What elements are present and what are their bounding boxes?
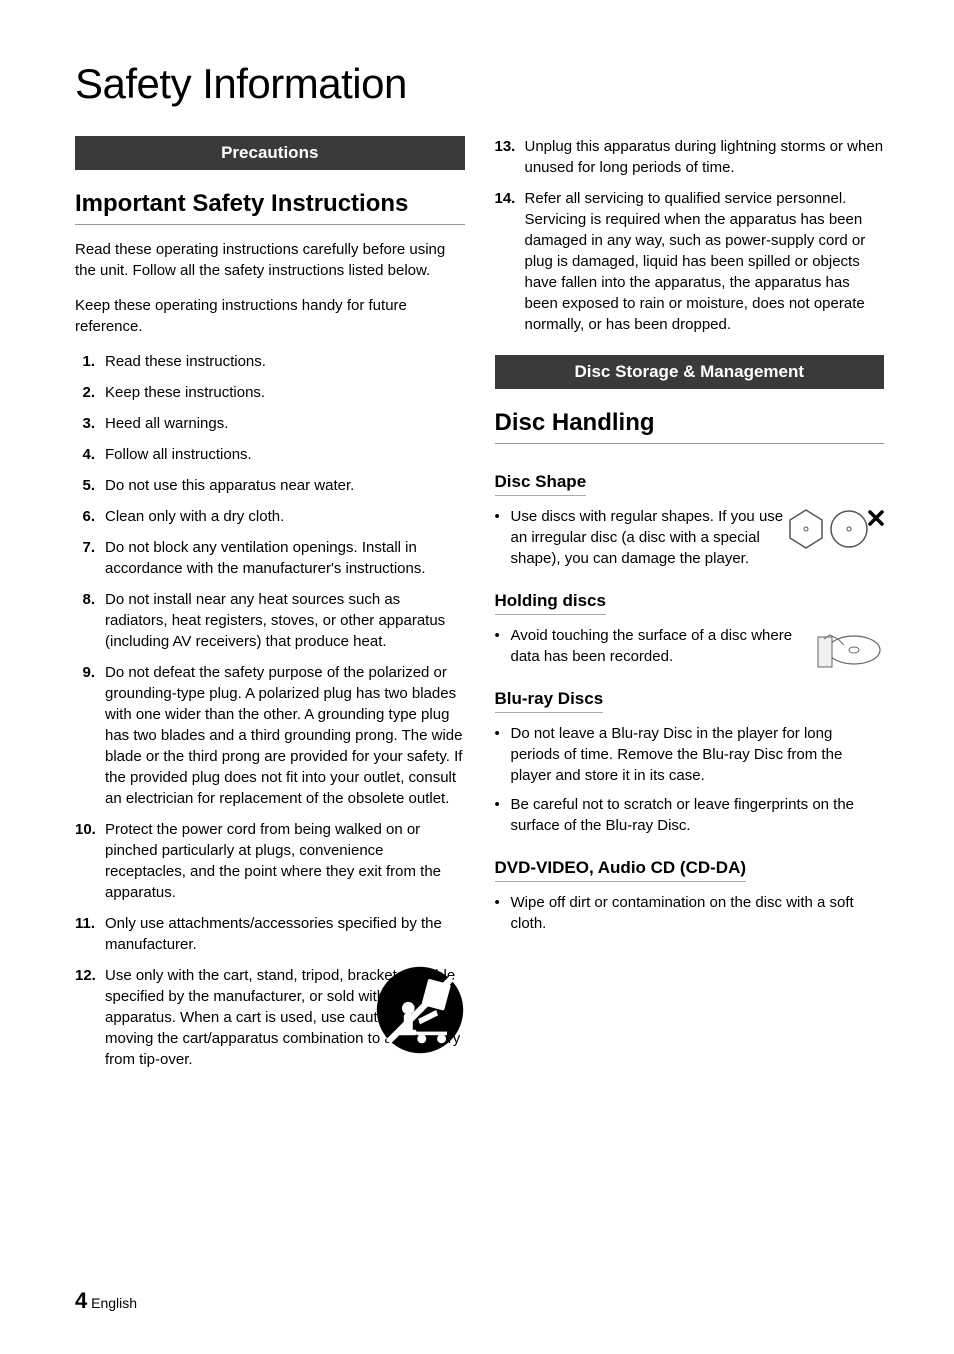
holding-discs-bullet: • Avoid touching the surface of a disc w…: [495, 625, 885, 667]
precautions-banner: Precautions: [75, 136, 465, 170]
safety-instructions-heading: Important Safety Instructions: [75, 190, 465, 225]
hand-holding-disc-icon: [814, 625, 884, 675]
intro-paragraph-1: Read these operating instructions carefu…: [75, 239, 465, 281]
page-footer: 4 English: [75, 1288, 137, 1314]
instruction-item: 4.Follow all instructions.: [75, 444, 465, 465]
instruction-item: 11.Only use attachments/accessories spec…: [75, 913, 465, 955]
instruction-item: 2.Keep these instructions.: [75, 382, 465, 403]
disc-shape-list: • Use discs with regular shapes. If you …: [495, 506, 885, 569]
instruction-item: 9.Do not defeat the safety purpose of th…: [75, 662, 465, 809]
language-label: English: [91, 1295, 137, 1311]
instruction-item: 5.Do not use this apparatus near water.: [75, 475, 465, 496]
disc-shape-subheading: Disc Shape: [495, 472, 587, 496]
intro-paragraph-2: Keep these operating instructions handy …: [75, 295, 465, 337]
holding-discs-subheading: Holding discs: [495, 591, 606, 615]
instruction-item: 6.Clean only with a dry cloth.: [75, 506, 465, 527]
disc-shapes-icon: [784, 506, 884, 550]
holding-discs-list: • Avoid touching the surface of a disc w…: [495, 625, 885, 667]
instruction-item: 10.Protect the power cord from being wal…: [75, 819, 465, 903]
bluray-bullet: •Do not leave a Blu-ray Disc in the play…: [495, 723, 885, 786]
left-column: Precautions Important Safety Instruction…: [75, 136, 465, 1080]
cart-tip-over-icon: [375, 965, 465, 1055]
instructions-list: 1.Read these instructions. 2.Keep these …: [75, 351, 465, 1070]
instruction-item: 12. Use only with the cart, stand, tripo…: [75, 965, 465, 1070]
instructions-list-continued: 13.Unplug this apparatus during lightnin…: [495, 136, 885, 335]
instruction-item: 1.Read these instructions.: [75, 351, 465, 372]
instruction-item: 14.Refer all servicing to qualified serv…: [495, 188, 885, 335]
page-number: 4: [75, 1288, 87, 1313]
disc-storage-banner: Disc Storage & Management: [495, 355, 885, 389]
instruction-item: 3.Heed all warnings.: [75, 413, 465, 434]
instruction-item: 13.Unplug this apparatus during lightnin…: [495, 136, 885, 178]
bluray-subheading: Blu-ray Discs: [495, 689, 604, 713]
right-column: 13.Unplug this apparatus during lightnin…: [495, 136, 885, 1080]
disc-handling-heading: Disc Handling: [495, 409, 885, 444]
bluray-bullet: •Be careful not to scratch or leave fing…: [495, 794, 885, 836]
dvd-subheading: DVD-VIDEO, Audio CD (CD-DA): [495, 858, 747, 882]
dvd-bullet: •Wipe off dirt or contamination on the d…: [495, 892, 885, 934]
instruction-item: 8.Do not install near any heat sources s…: [75, 589, 465, 652]
bluray-list: •Do not leave a Blu-ray Disc in the play…: [495, 723, 885, 836]
disc-shape-bullet: • Use discs with regular shapes. If you …: [495, 506, 885, 569]
instruction-item: 7.Do not block any ventilation openings.…: [75, 537, 465, 579]
page-title: Safety Information: [75, 60, 884, 108]
dvd-list: •Wipe off dirt or contamination on the d…: [495, 892, 885, 934]
